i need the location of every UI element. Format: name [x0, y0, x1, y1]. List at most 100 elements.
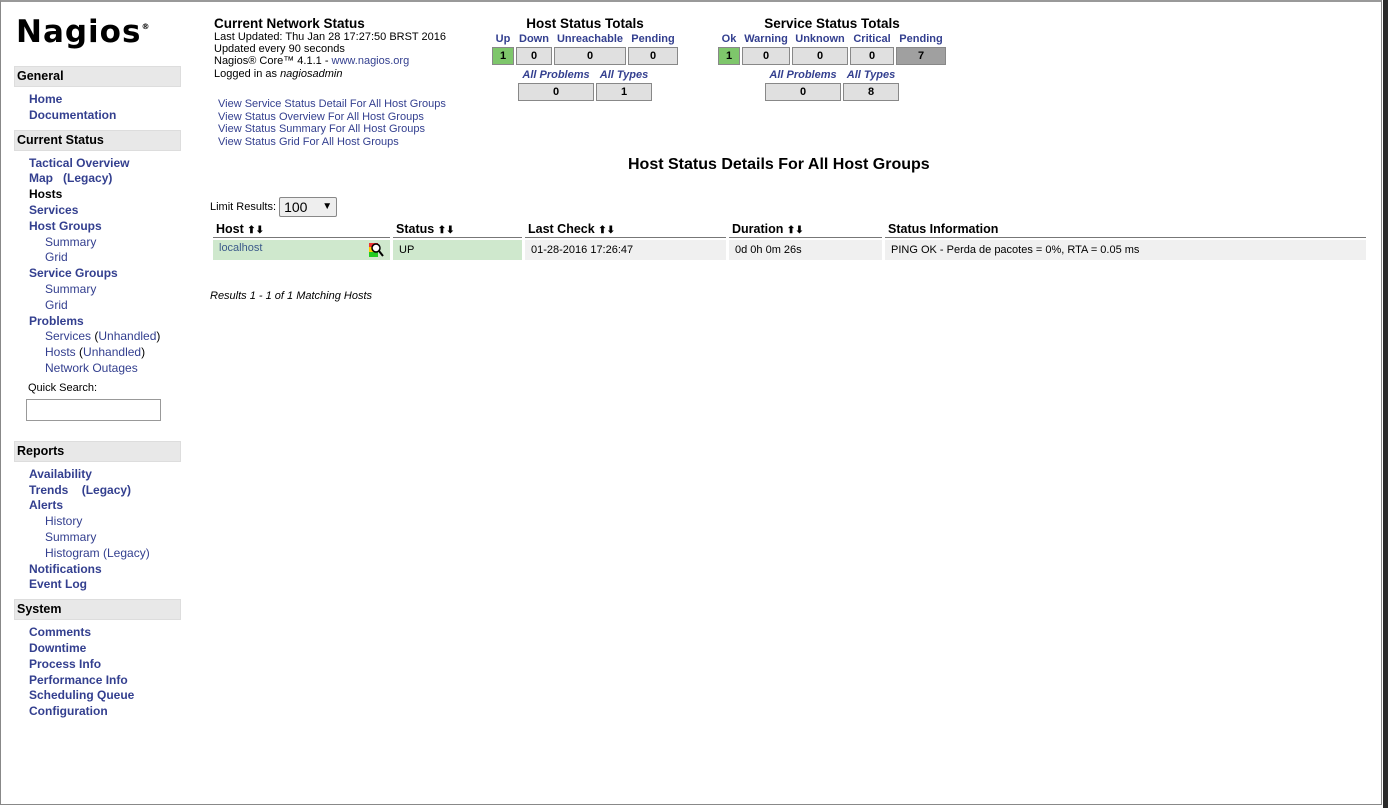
col-last-check: Last Check ⬆⬇	[525, 221, 726, 238]
nav-tactical-overview[interactable]: Tactical Overview	[29, 155, 130, 170]
core-version-row: Nagios® Core™ 4.1.1 - www.nagios.org	[214, 55, 446, 67]
nav-scheduling-queue[interactable]: Scheduling Queue	[29, 688, 135, 703]
svc-warning-count[interactable]: 0	[742, 47, 790, 65]
svc-pending-label[interactable]: Pending	[899, 33, 943, 45]
service-totals-title: Service Status Totals	[764, 16, 900, 31]
host-link[interactable]: localhost	[219, 242, 263, 254]
nav-documentation[interactable]: Documentation	[29, 107, 117, 122]
col-status: Status ⬆⬇	[393, 221, 522, 238]
nav-servicegroup-grid[interactable]: Grid	[45, 297, 68, 312]
nav-problems[interactable]: Problems	[29, 313, 84, 328]
nav-hostgroup-summary[interactable]: Summary	[45, 234, 97, 249]
nav-alerts[interactable]: Alerts	[29, 498, 64, 513]
svc-unknown-label[interactable]: Unknown	[795, 33, 845, 45]
link-status-summary[interactable]: View Status Summary For All Host Groups	[218, 123, 426, 135]
nav-hosts[interactable]: Hosts	[29, 187, 63, 202]
link-service-status-detail[interactable]: View Service Status Detail For All Host …	[218, 98, 446, 110]
nav-map-legacy[interactable]: (Legacy)	[63, 171, 113, 186]
nav-alert-histogram[interactable]: Histogram (Legacy)	[45, 545, 150, 560]
nav-problem-services-row: Services (Unhandled)	[45, 329, 161, 344]
host-all-types-count[interactable]: 1	[596, 83, 652, 101]
host-status-table: Host ⬆⬇ Status ⬆⬇ Last Check ⬆⬇ Duration…	[210, 219, 1369, 262]
nav-trends-row: Trends (Legacy)	[14, 483, 181, 499]
nav-hostgroup-grid[interactable]: Grid	[45, 250, 68, 265]
nav-network-outages[interactable]: Network Outages	[45, 360, 138, 375]
nav-alert-summary[interactable]: Summary	[45, 529, 97, 544]
svc-unknown-count[interactable]: 0	[792, 47, 848, 65]
nav-trends[interactable]: Trends	[29, 482, 69, 497]
nav-performance-info[interactable]: Performance Info	[29, 672, 128, 687]
sort-arrows-icon[interactable]: ⬆⬇	[598, 225, 615, 236]
logo-text: Nagios	[16, 14, 142, 50]
core-version: Nagios® Core™ 4.1.1 -	[214, 55, 332, 68]
limit-results: Limit Results: 100 ▼	[210, 197, 338, 217]
section-reports: Reports	[14, 440, 181, 462]
nav-problem-services[interactable]: Services	[45, 329, 92, 344]
host-down-count[interactable]: 0	[516, 47, 552, 65]
cell-status: UP	[393, 240, 522, 260]
sort-arrows-icon[interactable]: ⬆⬇	[437, 225, 455, 236]
svc-critical-label[interactable]: Critical	[853, 33, 891, 45]
nav-host-groups[interactable]: Host Groups	[29, 218, 102, 233]
nagios-org-link[interactable]: www.nagios.org	[331, 55, 410, 68]
nav-configuration[interactable]: Configuration	[29, 704, 108, 719]
nav-home[interactable]: Home	[29, 92, 63, 106]
nav-problem-hosts[interactable]: Hosts	[45, 345, 76, 360]
svc-critical-count[interactable]: 0	[850, 47, 894, 65]
sort-arrows-icon[interactable]: ⬆⬇	[786, 225, 804, 236]
last-updated: Last Updated: Thu Jan 28 17:27:50 BRST 2…	[214, 31, 446, 43]
svc-pending-count[interactable]: 7	[896, 47, 946, 65]
limit-select[interactable]: 100 ▼	[279, 197, 338, 217]
table-row: localhost UP 01-28-2016 17:26:47 0d 0h 0…	[213, 240, 1366, 260]
nav-problem-hosts-unhandled[interactable]: Unhandled	[83, 345, 142, 360]
table-header: Host ⬆⬇ Status ⬆⬇ Last Check ⬆⬇ Duration…	[213, 221, 1366, 238]
nagios-logo[interactable]: Nagios®	[16, 14, 151, 50]
host-unreachable-label[interactable]: Unreachable	[556, 33, 624, 45]
svc-all-types-label[interactable]: All Types	[846, 69, 896, 81]
view-links: View Service Status Detail For All Host …	[218, 98, 446, 148]
nav-comments[interactable]: Comments	[29, 625, 92, 640]
svc-all-types-count[interactable]: 8	[843, 83, 899, 101]
logged-in-label: Logged in as	[214, 67, 281, 80]
col-host: Host ⬆⬇	[213, 221, 390, 238]
host-all-problems-label[interactable]: All Problems	[522, 69, 590, 81]
quick-search-label: Quick Search:	[28, 381, 98, 394]
nav-servicegroup-summary[interactable]: Summary	[45, 281, 97, 296]
svc-all-problems-label[interactable]: All Problems	[769, 69, 837, 81]
host-up-label[interactable]: Up	[495, 33, 511, 45]
nav-notifications[interactable]: Notifications	[29, 561, 102, 576]
nav-map[interactable]: Map	[29, 171, 53, 186]
nav-service-groups[interactable]: Service Groups	[29, 266, 118, 281]
update-interval: Updated every 90 seconds	[214, 43, 345, 56]
section-system: System	[14, 599, 181, 621]
username: nagiosadmin	[280, 67, 343, 80]
nav-event-log[interactable]: Event Log	[29, 577, 88, 592]
nav-trends-legacy[interactable]: (Legacy)	[81, 482, 132, 497]
quick-search-input[interactable]	[26, 398, 161, 421]
nav-problem-services-unhandled[interactable]: Unhandled	[98, 329, 157, 344]
host-down-label[interactable]: Down	[519, 33, 549, 45]
nav-alert-history[interactable]: History	[45, 514, 83, 529]
window-edge	[1383, 0, 1388, 808]
link-status-overview[interactable]: View Status Overview For All Host Groups	[218, 110, 424, 123]
host-status-magnifier-icon[interactable]	[368, 242, 384, 258]
host-unreachable-count[interactable]: 0	[554, 47, 626, 65]
nav-downtime[interactable]: Downtime	[29, 640, 87, 655]
host-all-problems-count[interactable]: 0	[518, 83, 594, 101]
svc-ok-label[interactable]: Ok	[721, 33, 737, 45]
svc-warning-label[interactable]: Warning	[744, 33, 788, 45]
host-all-types-label[interactable]: All Types	[599, 69, 649, 81]
host-pending-label[interactable]: Pending	[631, 33, 675, 45]
host-up-count[interactable]: 1	[492, 47, 514, 65]
nav-availability[interactable]: Availability	[29, 466, 92, 481]
link-status-grid[interactable]: View Status Grid For All Host Groups	[218, 135, 399, 148]
nav-process-info[interactable]: Process Info	[29, 656, 102, 671]
svc-all-problems-count[interactable]: 0	[765, 83, 841, 101]
network-status-info: Current Network Status Last Updated: Thu…	[214, 16, 446, 80]
svc-ok-count[interactable]: 1	[718, 47, 740, 65]
sort-arrows-icon[interactable]: ⬆⬇	[247, 225, 265, 236]
nav-services[interactable]: Services	[29, 202, 79, 217]
host-pending-count[interactable]: 0	[628, 47, 678, 65]
